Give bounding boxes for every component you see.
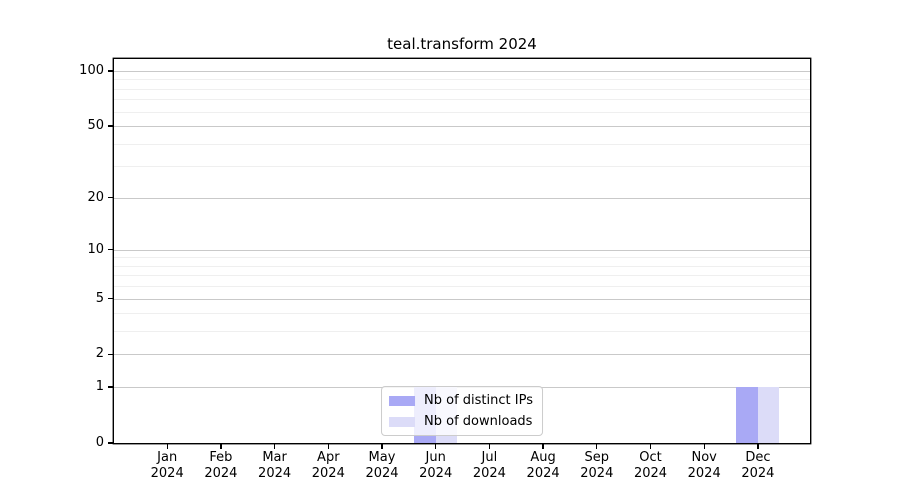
x-tick-year: 2024 [687,466,721,481]
bar-downloads [757,387,780,443]
x-tick-label: Jan 2024 [135,450,199,482]
y-tick-label: 1 [95,379,104,395]
major-gridline [114,71,810,72]
x-tick-month: Nov [691,450,717,465]
minor-gridline [114,257,810,259]
x-tick-mark-icon [435,444,437,449]
x-tick-label: Oct 2024 [619,450,683,482]
x-tick-year: 2024 [633,466,668,481]
legend-swatch-downloads-icon [389,416,416,427]
x-tick-month: Dec [745,450,771,465]
major-gridline [114,354,810,356]
x-tick-year: 2024 [741,466,775,481]
x-tick-mark-icon [542,444,544,449]
x-tick-label: Nov 2024 [672,450,736,482]
x-tick-label: Mar 2024 [243,450,307,482]
legend-label-downloads: Nb of downloads [424,414,533,429]
x-tick-month: May [368,450,396,465]
legend-item-downloads: Nb of downloads [389,414,533,429]
x-tick-mark-icon [703,444,705,449]
y-tick-label: 50 [87,118,104,134]
x-tick-mark-icon [327,444,329,449]
x-tick-mark-icon [381,444,383,449]
x-tick-label: Apr 2024 [296,450,360,482]
x-tick-year: 2024 [526,466,560,481]
x-tick-mark-icon [220,444,222,449]
y-tick-mark-icon [108,196,113,199]
minor-gridline [114,275,810,277]
legend-item-distinct-ips: Nb of distinct IPs [389,393,533,408]
minor-gridline [114,143,810,145]
x-tick-label: Feb 2024 [189,450,253,482]
x-tick-month: Feb [209,450,233,465]
x-tick-mark-icon [273,444,276,449]
x-tick-month: Jul [481,450,498,465]
y-tick-label: 10 [87,241,104,257]
major-gridline [114,249,810,251]
y-tick-mark-icon [108,249,113,251]
x-tick-year: 2024 [472,466,506,481]
legend: Nb of distinct IPs Nb of downloads [381,386,543,436]
y-tick-label: 2 [95,346,104,362]
x-tick-year: 2024 [204,466,238,481]
major-gridline [114,126,810,128]
x-tick-label: Jul 2024 [457,450,521,482]
y-tick-label: 20 [87,189,104,205]
x-tick-label: Jun 2024 [404,450,468,482]
x-tick-label: May 2024 [350,450,414,482]
x-tick-label: Aug 2024 [511,450,575,482]
chart-title: teal.transform 2024 [387,35,537,53]
major-gridline [114,298,810,300]
x-tick-label: Sep 2024 [565,450,629,482]
x-tick-month: Mar [262,450,287,465]
x-tick-month: Oct [639,450,662,465]
minor-gridline [114,166,810,168]
x-tick-mark-icon [649,444,652,449]
x-tick-mark-icon [166,444,168,449]
minor-gridline [114,286,810,288]
x-tick-year: 2024 [419,466,453,481]
y-tick-mark-icon [108,442,113,444]
x-tick-year: 2024 [150,466,184,481]
legend-swatch-distinct-ips-icon [389,395,416,406]
x-tick-year: 2024 [365,466,399,481]
y-tick-mark-icon [108,353,113,356]
y-tick-mark-icon [108,297,113,300]
x-tick-month: Aug [530,450,556,465]
y-tick-mark-icon [108,386,113,388]
major-gridline [114,197,810,199]
x-tick-mark-icon [488,444,491,449]
x-tick-label: Dec 2024 [726,450,790,482]
plot-area: Nb of distinct IPs Nb of downloads [114,59,810,443]
minor-gridline [114,265,810,267]
legend-label-distinct-ips: Nb of distinct IPs [424,393,533,408]
x-tick-year: 2024 [580,466,614,481]
minor-gridline [114,313,810,315]
x-tick-month: Apr [317,450,340,465]
y-tick-mark-icon [108,125,113,127]
x-tick-mark-icon [757,444,759,449]
x-tick-mark-icon [596,444,598,449]
y-tick-mark-icon [108,70,113,72]
x-tick-year: 2024 [258,466,292,481]
minor-gridline [114,331,810,333]
x-tick-month: Jan [157,450,178,465]
y-tick-label: 5 [95,290,104,306]
y-tick-label: 100 [79,63,104,78]
bar-distinct-ips [736,387,758,443]
minor-gridline [114,79,810,81]
x-tick-month: Jun [425,450,446,465]
minor-gridline [114,88,810,90]
y-tick-label: 0 [95,435,104,450]
x-tick-month: Sep [584,450,610,465]
x-tick-year: 2024 [311,466,345,481]
minor-gridline [114,111,810,113]
minor-gridline [114,99,810,101]
